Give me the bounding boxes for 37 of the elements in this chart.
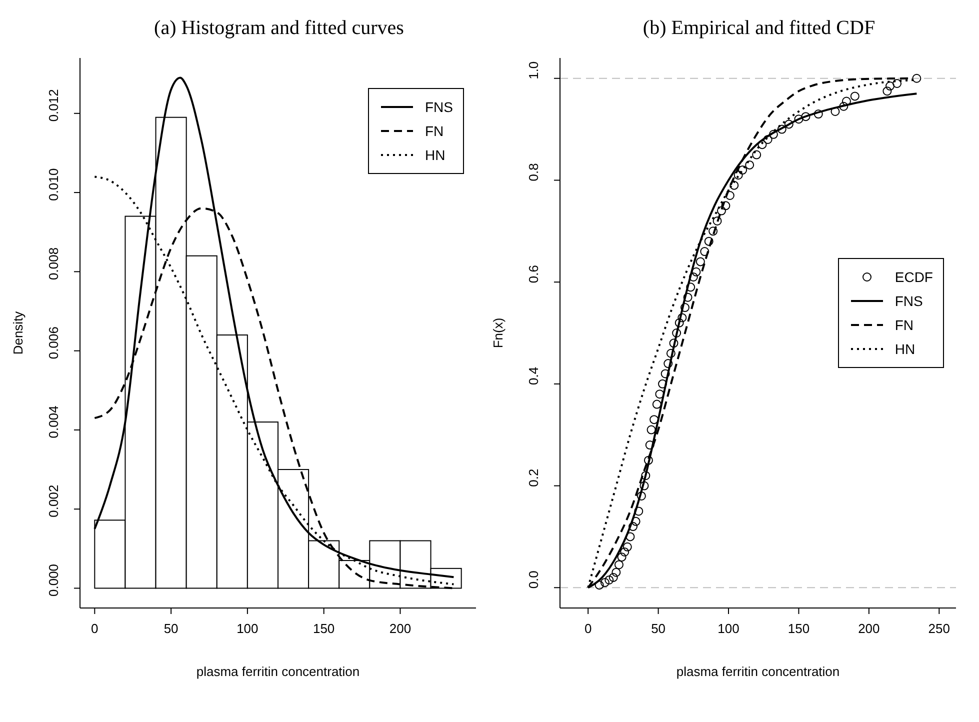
- x-tick-label: 200: [389, 621, 412, 636]
- y-tick-label: 0.0: [526, 570, 541, 589]
- x-tick-label: 100: [718, 621, 740, 636]
- y-tick-label: 0.2: [526, 468, 541, 487]
- y-axis-title: Fn(x): [490, 318, 506, 348]
- legend-label: FNS: [425, 99, 453, 115]
- legend-label: FN: [894, 317, 914, 333]
- x-tick-label: 250: [928, 621, 950, 636]
- legend-label: HN: [894, 341, 916, 357]
- x-tick-label: 100: [236, 621, 258, 636]
- x-axis-title: plasma ferritin concentration: [676, 664, 840, 679]
- x-axis-title: plasma ferritin concentration: [196, 664, 360, 679]
- chart-title: (a) Histogram and fitted curves: [153, 16, 405, 41]
- y-tick-label: 0.008: [46, 247, 61, 280]
- y-tick-label: 1.0: [526, 61, 541, 80]
- chart-title: (b) Empirical and fitted CDF: [642, 16, 876, 41]
- y-tick-label: 0.8: [526, 163, 541, 182]
- y-tick-label: 0.012: [46, 89, 61, 122]
- x-tick-label: 200: [858, 621, 880, 636]
- legend-label: ECDF: [894, 269, 933, 285]
- legend-label: FNS: [894, 293, 923, 309]
- y-tick-label: 0.000: [46, 564, 61, 596]
- y-tick-label: 0.002: [46, 484, 61, 518]
- legend-label: HN: [425, 147, 446, 163]
- x-tick-label: 0: [584, 621, 592, 636]
- y-tick-label: 0.010: [46, 168, 61, 201]
- x-tick-label: 150: [312, 621, 335, 636]
- legend-label: FN: [425, 123, 444, 139]
- x-tick-label: 0: [91, 621, 98, 636]
- y-tick-label: 0.4: [526, 366, 541, 385]
- x-tick-label: 50: [651, 621, 666, 636]
- y-tick-label: 0.6: [526, 265, 541, 284]
- y-axis-title: Density: [10, 310, 26, 355]
- x-tick-label: 50: [164, 621, 178, 636]
- x-tick-label: 150: [788, 621, 810, 636]
- y-tick-label: 0.006: [46, 326, 61, 360]
- y-tick-label: 0.004: [46, 406, 61, 438]
